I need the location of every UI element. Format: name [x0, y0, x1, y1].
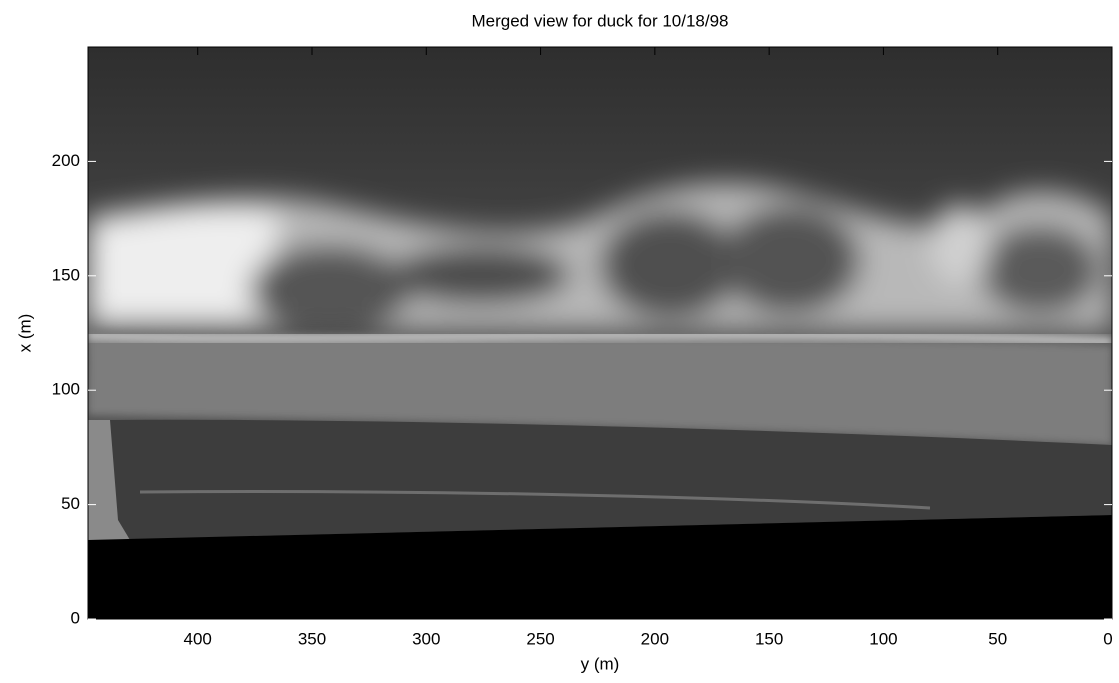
x-tick-label: 200 [641, 629, 669, 648]
x-tick-label: 150 [755, 629, 783, 648]
y-tick-label: 150 [52, 265, 80, 284]
x-tick-label: 100 [869, 629, 897, 648]
x-tick-label: 250 [526, 629, 554, 648]
y-axis-label: x (m) [15, 314, 34, 353]
x-tick-label: 0 [1103, 629, 1112, 648]
x-tick-label: 300 [412, 629, 440, 648]
y-tick-label: 200 [52, 151, 80, 170]
x-axis-label: y (m) [581, 654, 620, 673]
x-tick-label: 400 [184, 629, 212, 648]
image [88, 47, 1112, 619]
x-tick-label: 350 [298, 629, 326, 648]
y-tick-label: 100 [52, 380, 80, 399]
y-tick-label: 0 [71, 608, 80, 627]
figure: Merged view for duck for 10/18/98 y (m) … [0, 0, 1119, 683]
y-tick-label: 50 [61, 494, 80, 513]
x-tick-label: 50 [988, 629, 1007, 648]
chart-title: Merged view for duck for 10/18/98 [471, 11, 728, 30]
